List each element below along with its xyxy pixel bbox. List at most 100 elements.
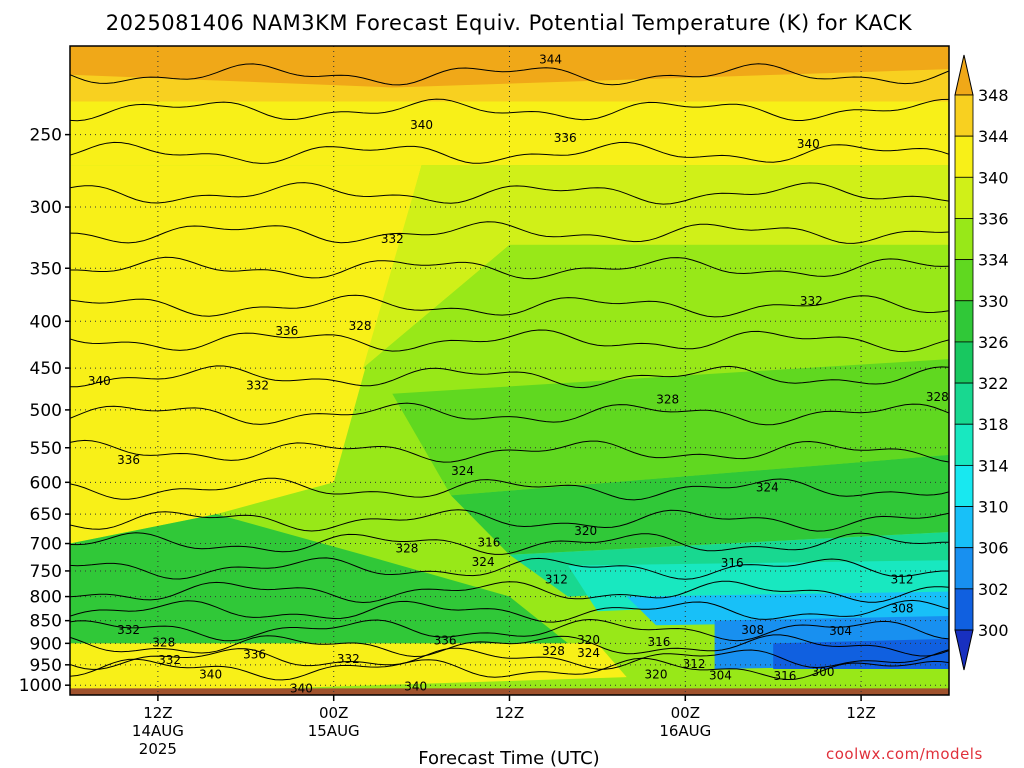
x-tick-label: 12Z xyxy=(495,704,524,722)
contour-label: 316 xyxy=(478,535,501,549)
colorbar-swatch xyxy=(954,423,974,466)
x-tick-label: 16AUG xyxy=(659,722,711,740)
colorbar-label: 322 xyxy=(978,374,1009,393)
colorbar-label: 334 xyxy=(978,251,1009,270)
x-tick-label: 00Z xyxy=(671,704,700,722)
contour-label: 304 xyxy=(709,669,732,683)
contour-label: 324 xyxy=(577,646,600,660)
field-band xyxy=(70,514,569,644)
colorbar-swatch xyxy=(954,464,974,507)
colorbar-label: 344 xyxy=(978,127,1009,146)
colorbar-label: 348 xyxy=(978,86,1009,105)
colorbar-label: 326 xyxy=(978,333,1009,352)
credit-text: coolwx.com/models xyxy=(826,745,983,763)
contour-label: 328 xyxy=(349,319,372,333)
contour-label: 332 xyxy=(158,653,181,667)
y-tick-label: 450 xyxy=(30,359,62,379)
colorbar-swatch xyxy=(954,382,974,425)
colorbar-label: 330 xyxy=(978,292,1009,311)
contour-line xyxy=(70,221,949,244)
field-band xyxy=(70,643,627,695)
contour-line xyxy=(70,509,949,532)
chart-title: 2025081406 NAM3KM Forecast Equiv. Potent… xyxy=(106,11,913,35)
contour-label: 332 xyxy=(337,652,360,666)
contour-line xyxy=(70,182,949,205)
contour-label: 332 xyxy=(381,232,404,246)
x-tick-label: 12Z xyxy=(143,704,172,722)
contour-label: 340 xyxy=(88,374,111,388)
contour-line xyxy=(70,557,949,580)
contour-label: 328 xyxy=(152,635,175,649)
grid xyxy=(70,46,949,695)
contour-label: 316 xyxy=(773,669,796,683)
contour-label: 332 xyxy=(117,623,140,637)
colorbar-label: 340 xyxy=(978,168,1009,187)
contour-label: 340 xyxy=(797,137,820,151)
colorbar-swatch xyxy=(954,259,974,302)
contour-label: 312 xyxy=(545,572,568,586)
colorbar-label: 300 xyxy=(978,621,1009,640)
contour-labels: 344 340 336 340 332 336 328 332 340 332 328 328 336 3… xyxy=(88,53,949,695)
x-tick-label: 14AUG xyxy=(132,722,184,740)
colorbar-swatch xyxy=(954,94,974,137)
y-tick-label: 650 xyxy=(30,505,62,525)
colorbar-top-arrow xyxy=(954,54,974,96)
colorbar: 348 344 340 336 334 330 326 322 318 314 310 306 302 3… xyxy=(954,54,1009,671)
y-axis: 2503003504004505005506006507007508008509… xyxy=(19,126,70,696)
contour-line xyxy=(70,647,949,670)
contour-line xyxy=(70,329,949,353)
field-band xyxy=(773,638,949,669)
contour-label: 336 xyxy=(243,648,266,662)
y-tick-label: 850 xyxy=(30,612,62,632)
colorbar-swatch xyxy=(954,135,974,178)
y-tick-label: 550 xyxy=(30,439,62,459)
contour-label: 304 xyxy=(829,624,852,638)
y-tick-label: 250 xyxy=(30,126,62,146)
y-tick-label: 750 xyxy=(30,562,62,582)
contour-label: 340 xyxy=(290,681,313,695)
colorbar-swatch xyxy=(954,588,974,631)
field-band xyxy=(70,165,422,544)
contour-label: 320 xyxy=(577,633,600,647)
contour-label: 344 xyxy=(539,53,562,67)
contour-line xyxy=(70,618,949,642)
colorbar-bottom-arrow xyxy=(954,629,974,671)
contour-line xyxy=(70,580,949,604)
x-tick-label: 12Z xyxy=(846,704,875,722)
colorbar-swatch xyxy=(954,341,974,384)
contour-line xyxy=(70,599,949,623)
contour-line xyxy=(70,63,949,86)
contour-line xyxy=(70,402,949,426)
colorbar-swatch xyxy=(954,218,974,261)
contour-line xyxy=(70,98,949,122)
y-tick-label: 950 xyxy=(30,656,62,676)
x-tick-label: 2025 xyxy=(139,740,177,758)
contour-line xyxy=(70,477,949,501)
contour-label: 320 xyxy=(645,668,668,682)
contour-label: 328 xyxy=(542,644,565,658)
contour-label: 336 xyxy=(434,634,457,648)
y-tick-label: 400 xyxy=(30,312,62,332)
contour-line xyxy=(70,439,949,463)
contour-label: 328 xyxy=(926,390,949,404)
contour-label: 336 xyxy=(275,324,298,338)
x-tick-label: 00Z xyxy=(319,704,348,722)
contour-label: 340 xyxy=(404,679,427,693)
contour-label: 336 xyxy=(554,131,577,145)
colorbar-label: 314 xyxy=(978,456,1009,475)
colorbar-label: 302 xyxy=(978,580,1009,599)
contour-label: 328 xyxy=(656,392,679,406)
field-band xyxy=(626,591,949,626)
y-tick-label: 500 xyxy=(30,401,62,421)
contour-label: 320 xyxy=(574,524,597,538)
colorbar-swatch xyxy=(954,300,974,343)
colorbar-swatch xyxy=(954,176,974,219)
contour-label: 340 xyxy=(410,118,433,132)
contour-label: 340 xyxy=(199,668,222,682)
colorbar-label: 336 xyxy=(978,209,1009,228)
contour-label: 316 xyxy=(721,556,744,570)
y-tick-label: 1000 xyxy=(19,676,62,696)
contour-label: 332 xyxy=(246,378,269,392)
